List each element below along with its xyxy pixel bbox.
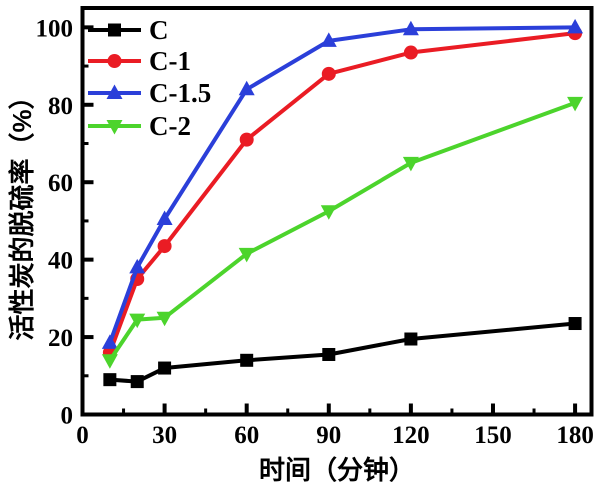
y-tick-label: 80 — [48, 93, 73, 120]
series-line-C-2 — [107, 100, 578, 363]
data-point-C-1 — [321, 66, 336, 81]
data-point-C — [568, 317, 582, 331]
plot-frame — [80, 6, 594, 417]
data-point-C-2 — [320, 205, 337, 220]
x-tick-label: 60 — [234, 422, 259, 449]
data-point-C-2 — [238, 247, 255, 263]
legend-label-C: C — [149, 15, 169, 45]
x-tick-label: 180 — [556, 422, 594, 449]
data-point-C-1.5 — [567, 18, 584, 34]
data-point-C — [103, 373, 117, 387]
legend-label-C-1.5: C-1.5 — [149, 78, 211, 108]
y-axis-title: 活性炭的脱硫率（%） — [7, 83, 37, 341]
data-point-C-2 — [402, 156, 419, 172]
data-point-C-1 — [403, 45, 418, 60]
x-tick-label: 150 — [474, 422, 512, 449]
data-point-C-1.5 — [129, 258, 146, 274]
y-tick-label: 0 — [61, 403, 74, 430]
data-point-C-1 — [157, 239, 172, 254]
legend-marker-C-2 — [106, 120, 123, 135]
y-tick-label: 20 — [48, 325, 73, 352]
legend-label-C-1: C-1 — [149, 46, 191, 76]
y-tick-label: 100 — [36, 15, 74, 42]
data-point-C-1.5 — [320, 32, 337, 47]
data-point-C-2 — [101, 354, 118, 369]
legend-marker-C — [108, 23, 121, 37]
data-point-C — [322, 347, 336, 361]
legend-label-C-2: C-2 — [149, 111, 191, 141]
legend-marker-C-1.5 — [106, 84, 123, 99]
x-axis-title: 时间（分钟） — [258, 455, 415, 485]
y-tick-label: 60 — [48, 170, 73, 197]
x-tick-label: 0 — [76, 422, 89, 449]
data-point-C-1.5 — [156, 210, 173, 225]
legend-marker-C-1 — [107, 54, 122, 68]
data-point-C-1.5 — [402, 20, 419, 36]
data-point-C-2 — [567, 96, 584, 112]
data-point-C — [130, 375, 144, 389]
x-tick-label: 120 — [392, 422, 430, 449]
data-point-C — [240, 353, 254, 367]
data-point-C — [404, 332, 418, 346]
x-tick-label: 30 — [152, 422, 177, 449]
y-tick-label: 40 — [48, 248, 73, 275]
series-line-C — [107, 321, 578, 384]
data-point-C-1.5 — [238, 80, 255, 96]
data-point-C-1 — [239, 132, 254, 147]
x-tick-label: 90 — [316, 422, 341, 449]
data-point-C-2 — [156, 311, 173, 327]
data-point-C — [158, 361, 172, 375]
data-point-C-1.5 — [101, 334, 118, 349]
data-point-C-2 — [129, 313, 146, 329]
